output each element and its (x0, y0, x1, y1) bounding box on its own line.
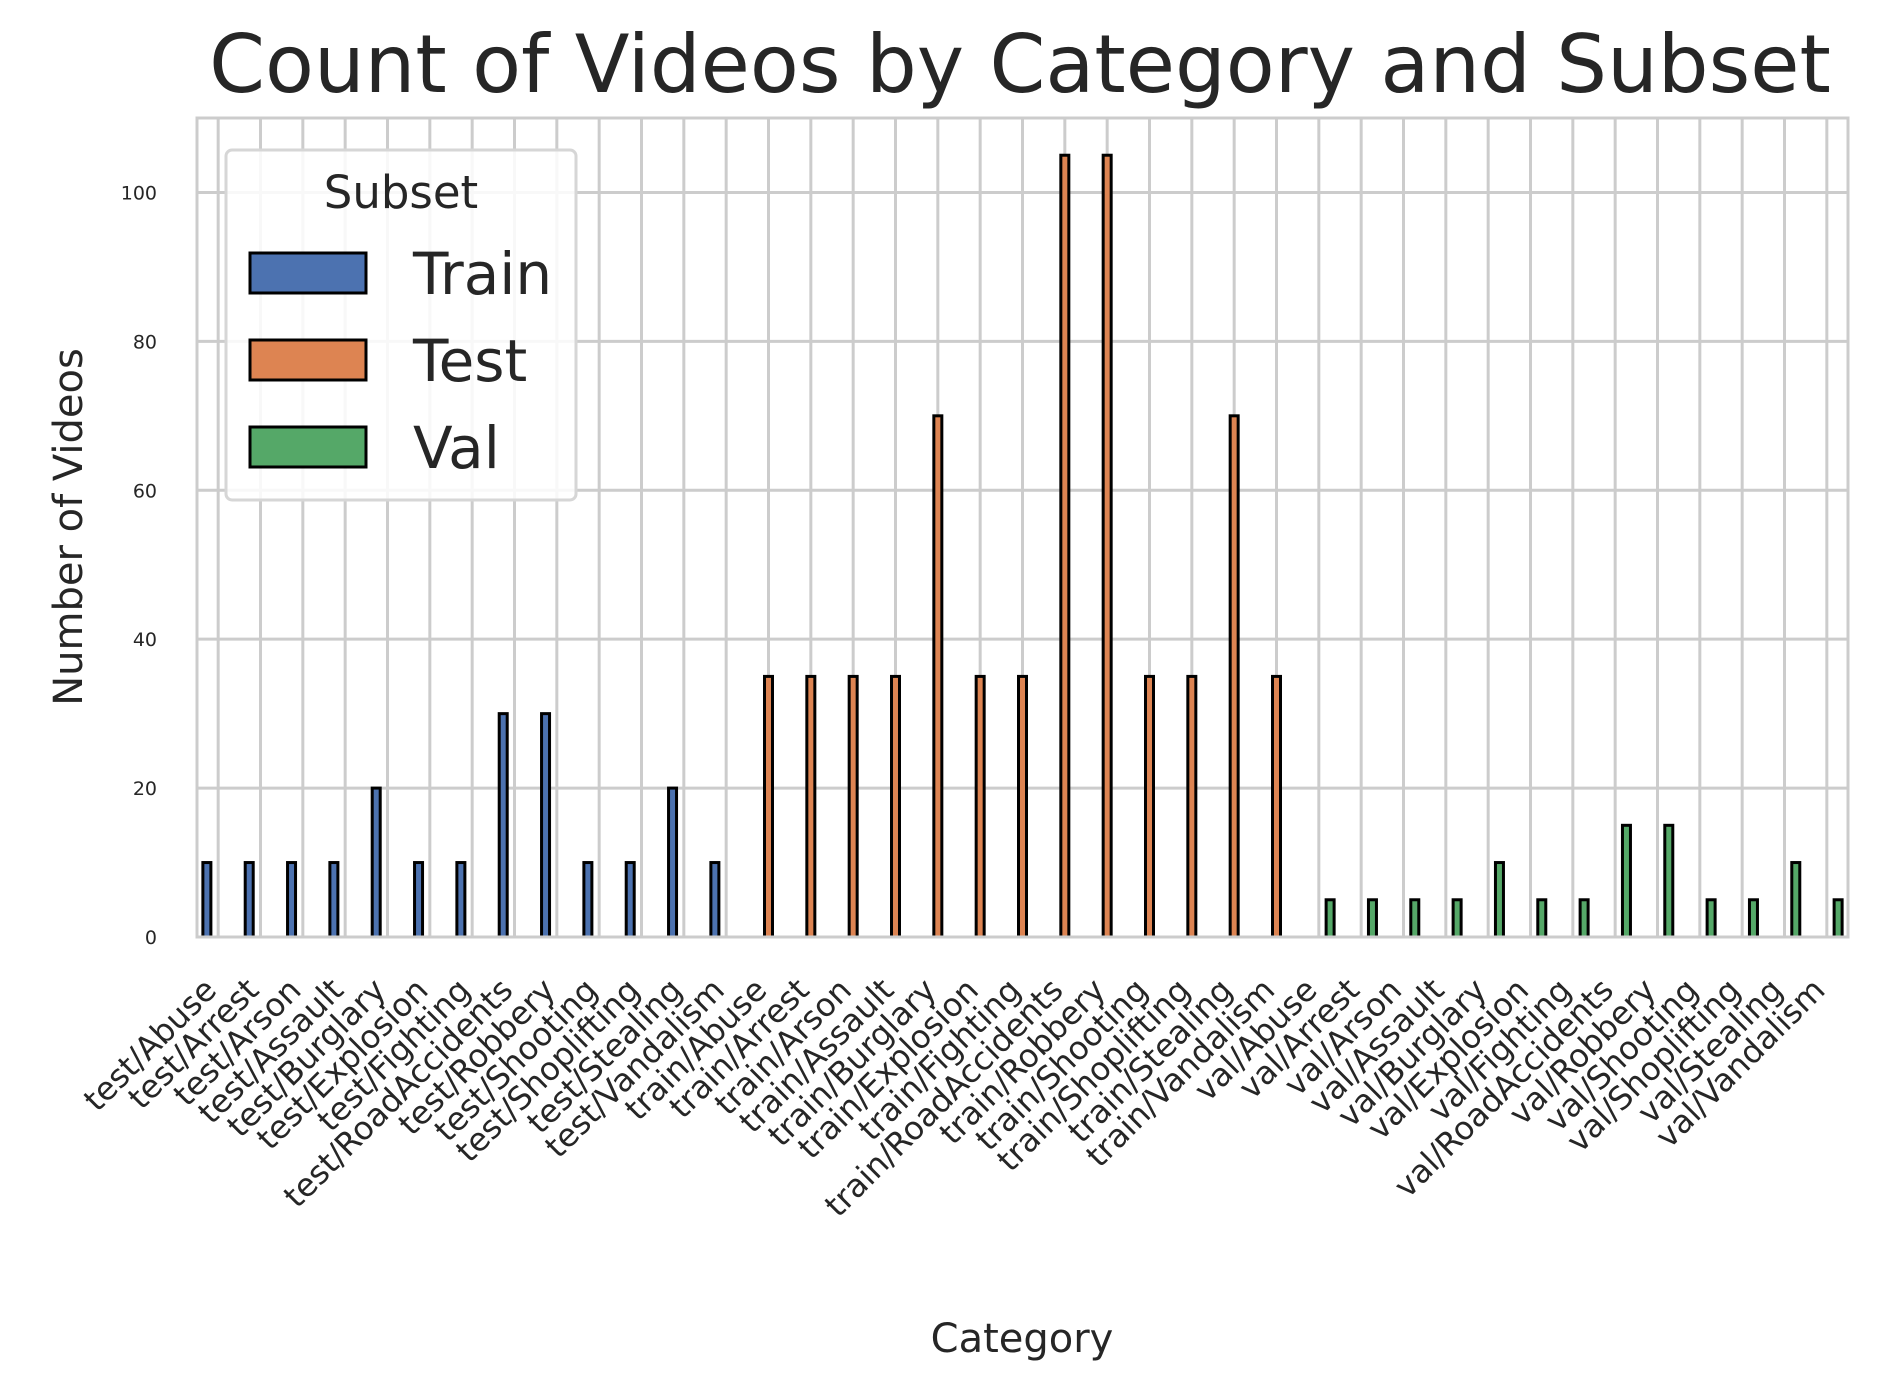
bar (1409, 898, 1421, 939)
y-tick-label: 60 (133, 480, 157, 502)
bar (286, 861, 298, 939)
y-tick-label: 100 (121, 182, 157, 204)
x-axis-label: Category (931, 1316, 1114, 1362)
bar (1228, 414, 1240, 939)
bar (1144, 674, 1155, 939)
bar (974, 674, 986, 939)
legend-title: Subset (324, 166, 478, 219)
bar (540, 712, 552, 939)
bar (1271, 674, 1282, 939)
y-tick-label: 0 (145, 927, 157, 949)
bar (1663, 823, 1675, 939)
bar (1059, 153, 1071, 939)
bar (370, 786, 382, 939)
legend: Subset Train Test Val (224, 148, 578, 502)
bar (1451, 898, 1463, 939)
y-axis-label: Number of Videos (46, 348, 92, 706)
bar (201, 861, 213, 939)
bar (1620, 823, 1632, 939)
legend-label: Val (413, 414, 500, 482)
y-tick-label: 20 (133, 778, 157, 800)
bar (932, 414, 944, 939)
bar (624, 861, 636, 939)
legend-swatch (248, 425, 368, 469)
bar (805, 674, 817, 939)
chart-title: Count of Videos by Category and Subset (209, 18, 1831, 111)
bar (1578, 898, 1590, 939)
bar (328, 861, 340, 939)
bar (1493, 861, 1505, 939)
legend-frame (224, 148, 578, 502)
bar (413, 861, 425, 939)
bar (243, 861, 255, 939)
bar (763, 674, 774, 939)
bar (1366, 898, 1378, 939)
bar (1186, 674, 1198, 939)
plot-frame (195, 116, 1850, 939)
bar (709, 861, 721, 939)
bar (1101, 153, 1113, 939)
bar (1747, 898, 1759, 939)
bar (1017, 674, 1028, 939)
bar (667, 786, 679, 939)
bar (497, 712, 509, 939)
bar (455, 861, 467, 939)
y-tick-label: 80 (133, 331, 157, 353)
y-tick-label: 40 (133, 629, 157, 651)
bar (890, 674, 901, 939)
y-axis-ticks: 0 20 40 60 80 100 (121, 182, 157, 949)
bar (1790, 861, 1802, 939)
bar (1832, 898, 1844, 939)
legend-label: Test (412, 327, 527, 395)
legend-swatch (248, 338, 368, 382)
bar (582, 861, 594, 939)
legend-swatch (248, 251, 368, 295)
x-axis-ticks: test/Abusetest/Arresttest/Arsontest/Assa… (76, 971, 1833, 1224)
bar (1705, 898, 1717, 939)
bar (1324, 898, 1336, 939)
bar (847, 674, 859, 939)
bar (1536, 898, 1548, 939)
legend-label: Train (412, 240, 552, 308)
